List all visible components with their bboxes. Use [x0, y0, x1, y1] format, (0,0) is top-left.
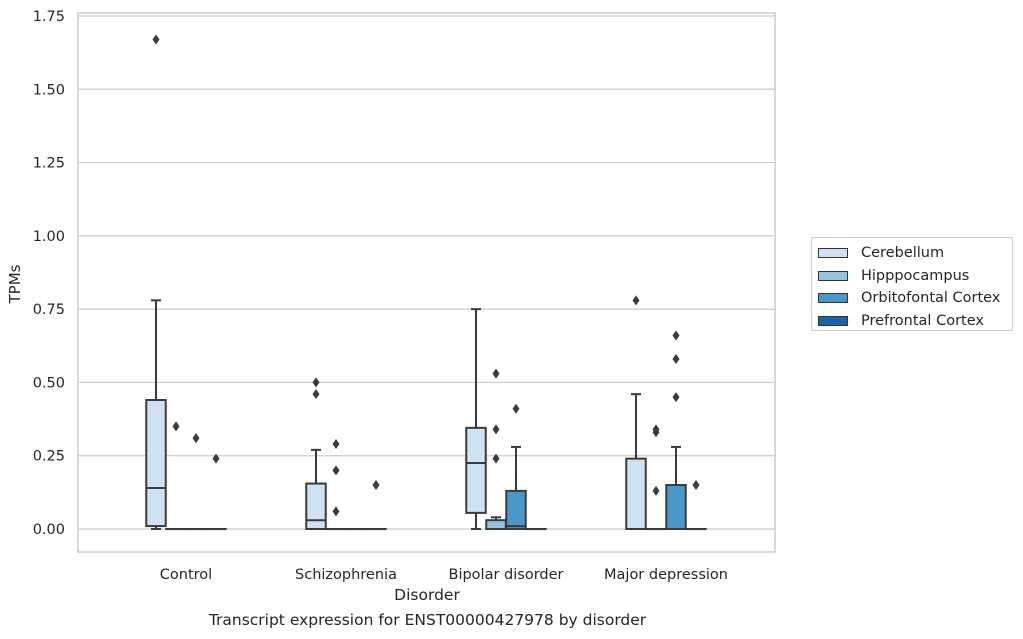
y-tick-label: 1.50	[33, 82, 65, 98]
legend-label: Cerebellum	[861, 245, 945, 262]
outlier-point	[332, 465, 340, 476]
outlier-point	[672, 392, 680, 403]
box	[465, 308, 487, 530]
legend: Cerebellum Hipppocampus Orbitofontal Cor…	[811, 237, 1013, 331]
outlier-point	[332, 506, 340, 517]
legend-item: Hipppocampus	[818, 265, 1006, 288]
legend-swatch-cerebellum	[818, 248, 848, 259]
y-tick-label: 1.00	[33, 229, 65, 245]
outlier-point	[672, 330, 680, 341]
x-axis-ticks: Control Schizophrenia Bipolar disorder Majo…	[160, 567, 728, 583]
outlier-point	[152, 34, 160, 45]
outlier-point	[332, 438, 340, 449]
figure-caption: Transcript expression for ENST0000042797…	[208, 611, 647, 629]
outlier-point	[372, 480, 380, 491]
y-tick-label: 1.25	[33, 156, 65, 172]
legend-label: Hipppocampus	[861, 267, 970, 284]
outlier-point	[512, 403, 520, 414]
outlier-point	[312, 389, 320, 400]
y-tick-label: 0.25	[33, 449, 65, 465]
y-axis-label: TPMs	[6, 264, 24, 304]
outlier-point	[492, 424, 500, 435]
box	[145, 299, 167, 530]
outlier-point	[492, 368, 500, 379]
x-tick-label: Major depression	[604, 567, 728, 583]
y-tick-label: 0.00	[33, 522, 65, 538]
outlier-point	[692, 480, 700, 491]
box	[665, 445, 687, 530]
y-tick-label: 0.50	[33, 375, 65, 391]
legend-swatch-prefrontal	[818, 315, 848, 326]
legend-swatch-hippocampus	[818, 270, 848, 281]
outlier-point	[192, 433, 200, 444]
y-tick-label: 0.75	[33, 302, 65, 318]
box-plots	[145, 34, 707, 531]
legend-label: Orbitofontal Cortex	[861, 290, 1001, 307]
box	[505, 445, 527, 530]
x-axis-label: Disorder	[394, 586, 460, 604]
x-tick-label: Schizophrenia	[295, 567, 397, 583]
plot-area	[77, 12, 776, 553]
legend-item: Cerebellum	[818, 242, 1006, 265]
legend-label: Prefrontal Cortex	[861, 312, 984, 329]
outlier-point	[312, 377, 320, 388]
y-axis-ticks: 0.00 0.25 0.50 0.75 1.00 1.25 1.50 1.75	[33, 9, 65, 538]
legend-swatch-orbitofrontal	[818, 293, 848, 304]
x-tick-label: Control	[160, 567, 212, 583]
outlier-point	[652, 424, 660, 435]
box	[485, 516, 507, 530]
outlier-point	[172, 421, 180, 432]
box	[305, 448, 327, 531]
legend-item: Orbitofontal Cortex	[818, 287, 1006, 310]
legend-item: Prefrontal Cortex	[818, 310, 1006, 333]
outlier-point	[672, 353, 680, 364]
outlier-point	[632, 295, 640, 306]
outlier-point	[212, 453, 220, 464]
grid-lines	[78, 15, 775, 530]
outlier-point	[492, 453, 500, 464]
y-tick-label: 1.75	[33, 9, 65, 25]
outlier-point	[652, 485, 660, 496]
x-tick-label: Bipolar disorder	[449, 567, 564, 583]
box	[625, 393, 647, 531]
